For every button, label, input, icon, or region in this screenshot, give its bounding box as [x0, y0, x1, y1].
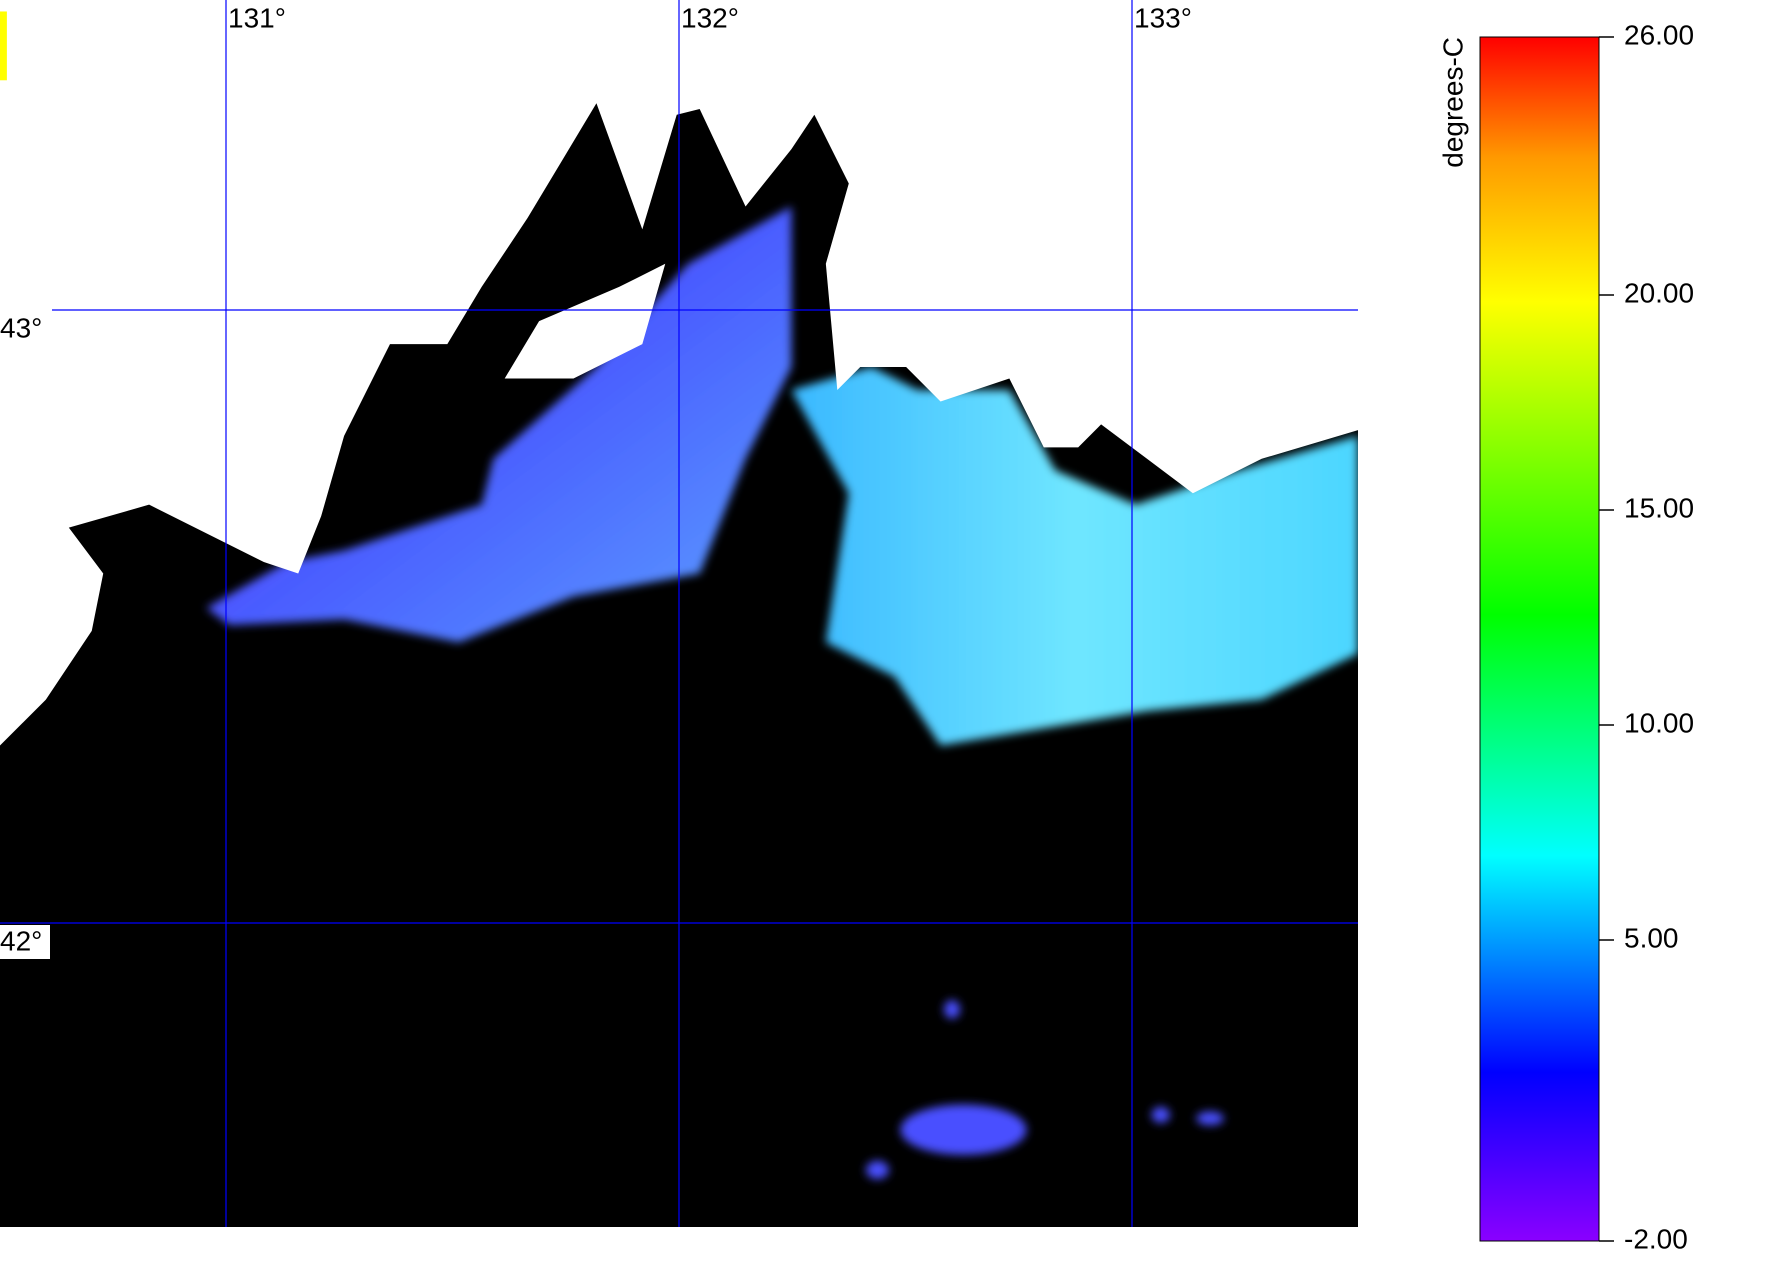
colorbar-tick-label: 10.00 [1624, 707, 1694, 738]
colorbar-tick-label: -2.00 [1624, 1223, 1688, 1254]
colorbar-ticks: 26.00 20.00 15.00 10.00 5.00 -2.00 [1599, 19, 1694, 1254]
map-area [0, 0, 1358, 1227]
land [0, 0, 1358, 746]
water-cool [791, 367, 1358, 746]
graticule-labels: 131° 132° 133° 43° 42° [0, 2, 1192, 959]
colorbar-tick-label: 5.00 [1624, 922, 1679, 953]
land-inlet [504, 263, 666, 379]
lon-label: 131° [228, 2, 286, 33]
colorbar-tick-label: 26.00 [1624, 19, 1694, 50]
colorbar-tick-label: 20.00 [1624, 277, 1694, 308]
lon-label: 133° [1134, 2, 1192, 33]
water-patches [865, 1000, 1224, 1180]
graticule [0, 0, 1358, 1227]
colorbar-tick-label: 15.00 [1624, 492, 1694, 523]
lat-label: 42° [0, 925, 42, 956]
lat-label-bg [0, 925, 50, 959]
lon-label: 132° [681, 2, 739, 33]
lat-label-bg [0, 312, 50, 346]
lat-label: 43° [0, 312, 42, 343]
edge-mark [0, 11, 7, 81]
colorbar-label: degrees-C [1437, 37, 1468, 168]
colorbar [1479, 36, 1600, 1242]
